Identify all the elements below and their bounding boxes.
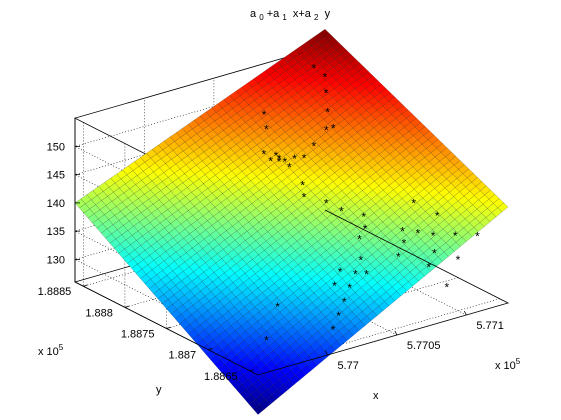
data-point-marker: * — [347, 281, 352, 295]
y-tick-label: 1.8875 — [121, 329, 155, 341]
data-point-marker: * — [402, 236, 407, 250]
data-point-marker: * — [432, 246, 437, 260]
x-axis-exponent: x 105 — [495, 357, 521, 372]
data-point-marker: * — [324, 124, 329, 138]
data-point-marker: * — [324, 87, 329, 101]
data-point-marker: * — [311, 140, 316, 154]
data-point-marker: * — [396, 250, 401, 264]
data-point-marker: * — [332, 279, 337, 293]
title-subscript: 0 — [259, 13, 264, 22]
data-point-marker: * — [312, 61, 317, 75]
y-tick-mark — [207, 348, 213, 351]
data-point-marker: * — [353, 267, 358, 281]
data-point-marker: * — [262, 108, 267, 122]
data-markers: *** * * * *** * ********** ** *********** **** * * *… — [261, 61, 480, 347]
data-point-marker: * — [300, 179, 305, 193]
title-subscript: 1 — [282, 13, 287, 22]
chart-title: a 0 +a 1 x+a 2 y — [250, 8, 331, 23]
z-tick-label: 145 — [47, 170, 65, 182]
title-part: a — [250, 8, 257, 20]
data-point-marker: * — [357, 233, 362, 247]
surface-patch — [318, 29, 330, 38]
data-point-marker: * — [338, 265, 343, 279]
data-point-marker: * — [275, 300, 280, 314]
z-tick-label: 150 — [47, 141, 65, 153]
title-part: +a — [267, 8, 280, 20]
data-point-marker: * — [456, 253, 461, 267]
y-tick-mark — [83, 284, 88, 287]
x-tick-label: 5.7705 — [407, 340, 441, 352]
data-point-marker: * — [264, 123, 269, 137]
y-tick-mark — [166, 326, 171, 329]
data-point-marker: * — [268, 154, 273, 168]
y-tick-mark — [124, 305, 130, 308]
data-point-marker: * — [339, 204, 344, 218]
title-part: x+a — [290, 8, 312, 20]
y-axis-label: y — [156, 384, 162, 396]
data-point-marker: * — [283, 155, 288, 169]
data-point-marker: * — [331, 122, 336, 136]
axis-tick-labels: 130 135 140 145 150 1.8865 1.887 1.8875 1.888 1.8… — [38, 141, 504, 382]
data-point-marker: * — [431, 229, 436, 243]
y-axis-exponent: x 105 — [38, 343, 64, 358]
y-tick-label: 1.8885 — [38, 286, 72, 298]
data-point-marker: * — [277, 155, 282, 169]
data-point-marker: * — [336, 309, 341, 323]
x-tick-mark — [394, 330, 398, 336]
x-axis-label: x — [373, 390, 379, 402]
data-point-marker: * — [400, 224, 405, 238]
data-point-marker: * — [274, 149, 279, 163]
data-point-marker: * — [287, 161, 292, 175]
data-point-marker: * — [261, 147, 266, 161]
data-point-marker: * — [364, 267, 369, 281]
y-tick-label: 1.887 — [169, 350, 197, 362]
data-point-marker: * — [411, 197, 416, 211]
x-tick-mark — [463, 310, 467, 316]
y-tick-mark — [249, 369, 254, 372]
z-tick-label: 140 — [47, 198, 65, 210]
y-tick-label: 1.8865 — [204, 371, 238, 383]
data-point-marker: * — [323, 70, 328, 84]
data-point-marker: * — [324, 196, 329, 210]
z-tick-label: 130 — [47, 254, 65, 266]
y-gridline — [83, 122, 334, 287]
data-point-marker: * — [361, 210, 366, 224]
data-point-marker: * — [363, 222, 368, 236]
data-point-marker: * — [415, 227, 420, 241]
data-point-marker: * — [475, 229, 480, 243]
z-tick-label: 135 — [47, 226, 65, 238]
data-point-marker: * — [331, 323, 336, 337]
title-part: y — [322, 8, 331, 20]
data-point-marker: * — [359, 253, 364, 267]
data-point-marker: * — [264, 333, 269, 347]
data-point-marker: * — [302, 151, 307, 165]
data-point-marker: * — [292, 152, 297, 166]
x-tick-label: 5.77 — [337, 360, 358, 372]
data-point-marker: * — [302, 191, 307, 205]
data-point-marker: * — [435, 209, 440, 223]
data-point-marker: * — [445, 281, 450, 295]
title-subscript: 2 — [314, 13, 319, 22]
x-tick-mark — [325, 350, 328, 356]
y-tick-label: 1.888 — [85, 307, 113, 319]
data-point-marker: * — [325, 105, 330, 119]
data-point-marker: * — [342, 295, 347, 309]
data-point-marker: * — [453, 229, 458, 243]
fitted-plane-surface — [74, 29, 509, 415]
data-point-marker: * — [277, 152, 282, 166]
data-point-marker: * — [427, 260, 432, 274]
x-tick-label: 5.771 — [476, 320, 504, 332]
